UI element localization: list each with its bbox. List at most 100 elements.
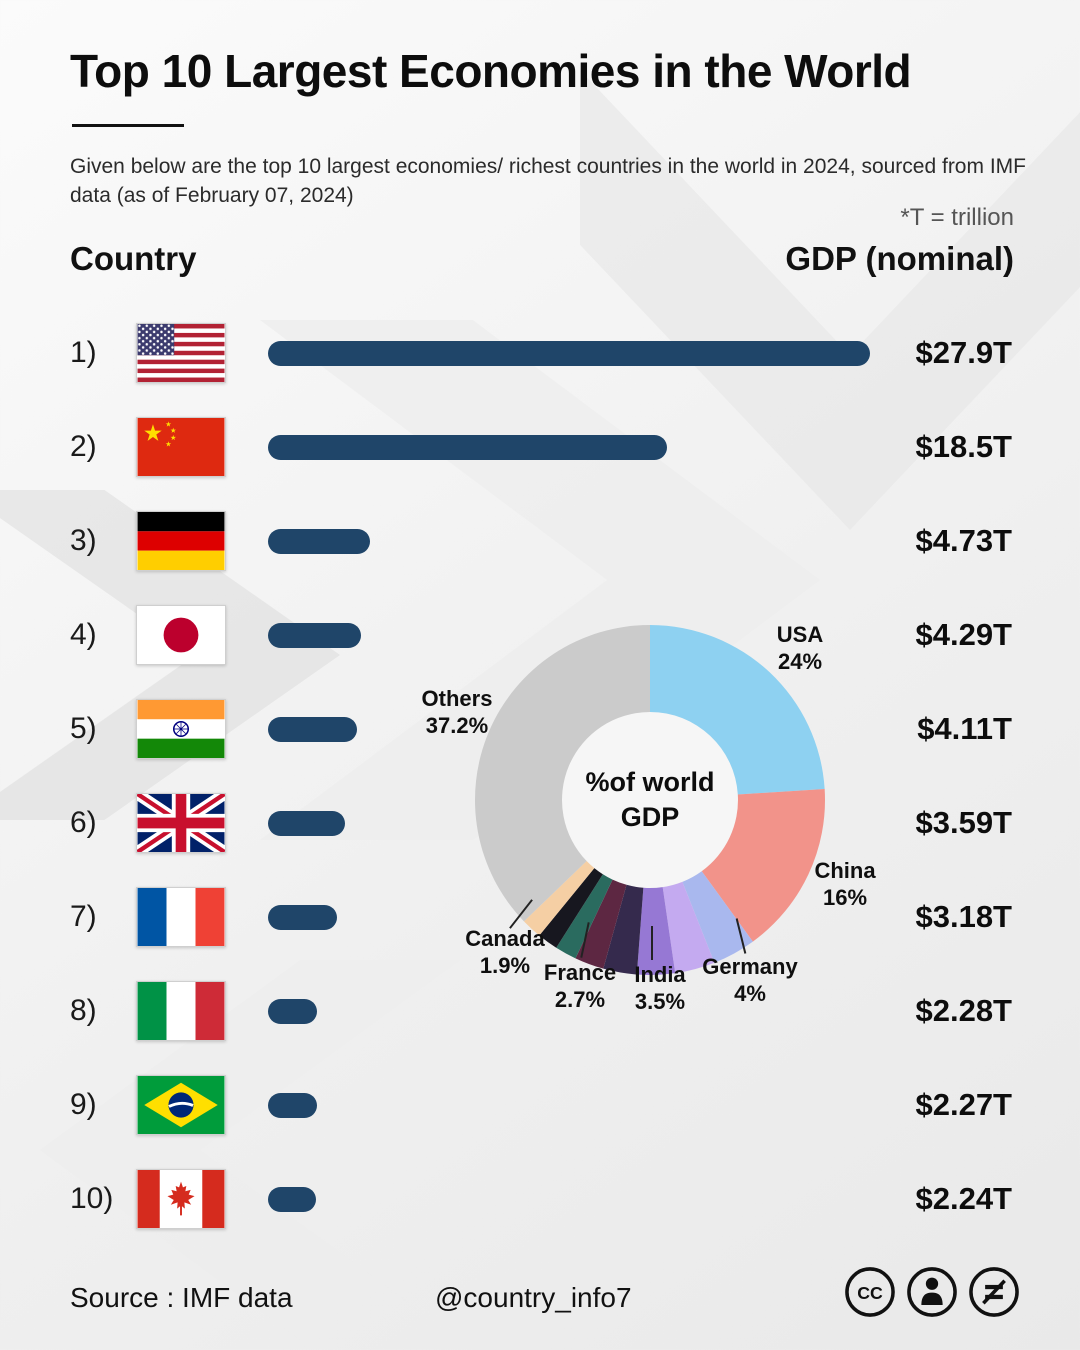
donut-slice-china (701, 789, 825, 942)
bar-track (268, 998, 870, 1024)
country-row-italy: 8) $2.28T (70, 964, 1012, 1058)
country-row-uk: 6) $3.59T (70, 776, 1012, 870)
gdp-bar (268, 810, 346, 836)
donut-slice-germany (682, 871, 753, 963)
column-header-gdp: GDP (nominal) (785, 240, 1014, 277)
gdp-value: $2.27T (915, 1087, 1012, 1122)
donut-label-india: India 3.5% (634, 962, 686, 1014)
gdp-value: $4.11T (917, 711, 1012, 746)
canada-flag-icon (136, 1169, 226, 1229)
donut-slice-india (636, 887, 676, 975)
donut-slice-brazil (539, 868, 603, 948)
gdp-value: $2.28T (915, 993, 1012, 1028)
donut-slice-others (475, 625, 650, 922)
label-leader-line (651, 926, 653, 960)
donut-slice-canada (523, 861, 595, 936)
bar-track (268, 434, 870, 460)
rank-label: 3) (70, 524, 97, 557)
donut-hole (562, 712, 738, 888)
bar-track (268, 340, 870, 366)
cc-license-icon: CC (845, 1267, 895, 1317)
bar-track (268, 622, 870, 648)
donut-slice-france (575, 879, 627, 969)
brazil-flag-icon (136, 1075, 226, 1135)
gdp-bar (268, 622, 361, 648)
bar-track (268, 716, 870, 742)
gdp-value: $27.9T (915, 335, 1012, 370)
rank-label: 10) (70, 1182, 114, 1215)
page-title: Top 10 Largest Economies in the World (70, 45, 912, 97)
usa-flag-icon (136, 323, 226, 383)
country-row-brazil: 9) $2.27T (70, 1058, 1012, 1152)
china-flag-icon (136, 417, 226, 477)
rank-label: 2) (70, 430, 97, 463)
rank-label: 8) (70, 994, 97, 1027)
gdp-bar (268, 904, 337, 930)
gdp-value: $18.5T (915, 429, 1012, 464)
donut-center-line2: GDP (620, 802, 680, 832)
gdp-bar (268, 340, 870, 366)
rank-label: 5) (70, 712, 97, 745)
bar-track (268, 528, 870, 554)
donut-slice-italy (556, 874, 613, 959)
gdp-value: $4.29T (915, 617, 1012, 652)
gdp-bar (268, 528, 371, 554)
gdp-bar (268, 998, 318, 1024)
bar-track (268, 810, 870, 836)
gdp-value: $2.24T (915, 1181, 1012, 1216)
world-gdp-donut-chart: %of world GDP (473, 623, 827, 977)
rank-label: 6) (70, 806, 97, 839)
rank-label: 4) (70, 618, 97, 651)
donut-label-germany: Germany 4% (702, 954, 798, 1006)
country-list: 1) $27.9T (70, 306, 1012, 1246)
attribution-person-icon (907, 1267, 957, 1317)
license-icons: CC (844, 1266, 1020, 1318)
donut-label-china: China 16% (814, 858, 876, 910)
bar-track (268, 904, 870, 930)
donut-slice-uk (603, 884, 644, 975)
gdp-value: $4.73T (915, 523, 1012, 558)
bar-track (268, 1186, 870, 1212)
uk-flag-icon (136, 793, 226, 853)
donut-slice-japan (662, 881, 715, 974)
gdp-value: $3.18T (915, 899, 1012, 934)
country-row-canada: 10) $2.24T (70, 1152, 1012, 1246)
svg-text:CC: CC (857, 1283, 883, 1303)
donut-label-others: Others 37.2% (421, 686, 493, 738)
equals-slash-license-icon (969, 1267, 1019, 1317)
rank-label: 1) (70, 336, 97, 369)
rank-label: 9) (70, 1088, 97, 1121)
gdp-value: $3.59T (915, 805, 1012, 840)
column-header-country: Country (70, 240, 197, 277)
donut-label-france: France 2.7% (543, 960, 617, 1012)
japan-flag-icon (136, 605, 226, 665)
country-row-france: 7) $3.18T (70, 870, 1012, 964)
germany-flag-icon (136, 511, 226, 571)
india-flag-icon (136, 699, 226, 759)
donut-center-label: %of world GDP (586, 765, 715, 835)
donut-slice-usa (650, 625, 825, 795)
donut-label-canada: Canada 1.9% (465, 926, 545, 978)
trillion-note: *T = trillion (900, 204, 1014, 231)
italy-flag-icon (136, 981, 226, 1041)
gdp-bar (268, 434, 668, 460)
donut-svg (475, 625, 825, 975)
rank-label: 7) (70, 900, 97, 933)
bar-track (268, 1092, 870, 1118)
gdp-bar (268, 1092, 317, 1118)
country-row-india: 5) $4.11T (70, 682, 1012, 776)
donut-center-line1: %of world (585, 766, 715, 797)
country-row-china: 2) $18.5T (70, 400, 1012, 494)
country-row-germany: 3) $4.73T (70, 494, 1012, 588)
country-row-usa: 1) $27.9T (70, 306, 1012, 400)
france-flag-icon (136, 887, 226, 947)
gdp-bar (268, 1186, 317, 1212)
gdp-bar (268, 716, 357, 742)
author-handle: @country_info7 (435, 1282, 632, 1313)
subtitle: Given below are the top 10 largest econo… (70, 155, 1026, 208)
country-row-japan: 4) $4.29T (70, 588, 1012, 682)
donut-label-usa: USA 24% (776, 622, 824, 674)
title-underline (72, 124, 184, 127)
source-text: Source : IMF data (70, 1282, 293, 1313)
